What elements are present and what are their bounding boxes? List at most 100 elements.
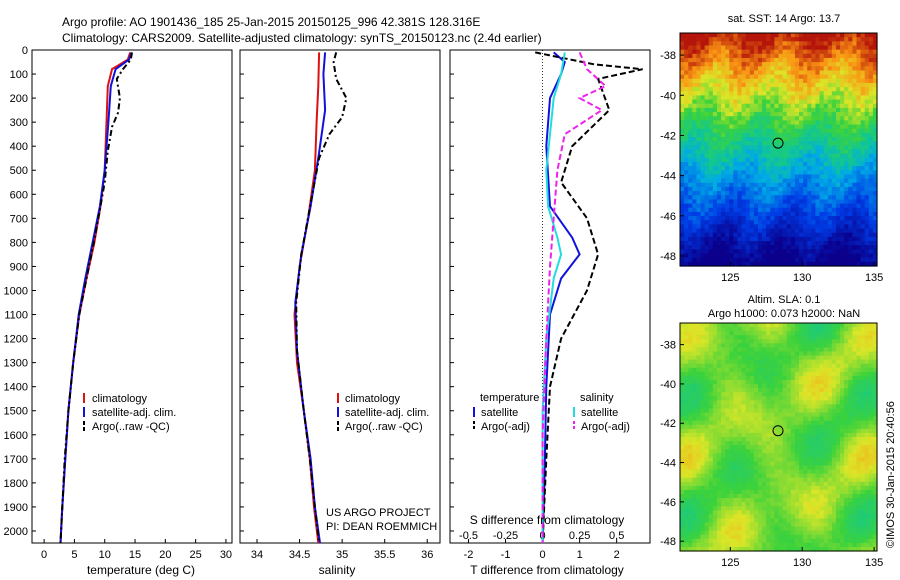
map-cell	[716, 355, 722, 361]
map-cell	[721, 103, 726, 109]
map-cell	[770, 116, 775, 121]
map-cell	[745, 178, 751, 184]
map-cell	[716, 469, 722, 475]
map-cell	[794, 116, 800, 121]
map-cell	[766, 211, 771, 217]
map-cell	[774, 137, 780, 142]
map-cell	[757, 343, 763, 349]
map-cell	[864, 228, 870, 234]
map-cell	[844, 355, 849, 361]
map-cell	[770, 57, 775, 63]
map-cell	[725, 161, 730, 167]
map-cell	[852, 392, 858, 397]
map-cell	[868, 420, 874, 426]
map-cell	[848, 335, 853, 340]
map-cell	[753, 404, 759, 410]
map-cell	[872, 207, 878, 213]
map-cell	[774, 220, 780, 225]
map-cell	[757, 66, 763, 72]
map-cell	[815, 57, 821, 63]
map-cell	[860, 392, 866, 397]
map-cell	[815, 481, 821, 487]
map-cell	[766, 428, 771, 434]
map-cell	[725, 469, 730, 475]
map-cell	[864, 137, 870, 142]
map-cell	[721, 494, 726, 499]
map-cell	[790, 396, 796, 401]
map-cell	[708, 420, 714, 426]
map-cell	[844, 220, 849, 225]
map-cell	[774, 249, 780, 255]
map-cell	[762, 494, 767, 499]
map-cell	[766, 437, 771, 442]
map-cell	[749, 203, 755, 209]
map-cell	[807, 428, 812, 434]
map-cell	[872, 494, 878, 499]
map-cell	[770, 245, 775, 250]
map-cell	[803, 216, 808, 221]
map-cell	[852, 388, 858, 393]
map-cell	[700, 191, 706, 196]
map-cell	[852, 335, 858, 340]
map-cell	[757, 174, 763, 180]
map-cell	[852, 120, 858, 126]
map-cell	[831, 485, 837, 491]
map-cell	[725, 249, 730, 255]
map-cell	[692, 236, 698, 242]
map-cell	[774, 49, 780, 55]
map-cell	[856, 174, 862, 180]
map-cell	[790, 355, 796, 361]
map-cell	[782, 249, 788, 255]
map-cell	[794, 132, 800, 138]
map-cell	[778, 367, 784, 373]
map-cell	[729, 153, 734, 159]
map-cell	[700, 441, 706, 446]
map-cell	[737, 343, 743, 349]
map-cell	[778, 445, 784, 450]
map-cell	[749, 211, 755, 217]
x-tick-label: 34.5	[289, 549, 310, 561]
map-cell	[766, 78, 771, 84]
map-cell	[774, 343, 780, 349]
map-cell	[840, 170, 845, 176]
map-cell	[819, 241, 825, 246]
map-cell	[737, 33, 743, 38]
map-cell	[749, 485, 755, 491]
map-cell	[856, 216, 862, 221]
map-cell	[753, 412, 759, 418]
map-cell	[766, 323, 771, 328]
map-cell	[770, 449, 775, 454]
map-cell	[803, 203, 808, 209]
map-cell	[721, 367, 726, 373]
map-cell	[803, 445, 808, 450]
map-cell	[860, 199, 866, 205]
map-cell	[799, 161, 804, 167]
map-cell	[737, 323, 743, 328]
map-cell	[688, 245, 693, 250]
map-cell	[704, 62, 710, 67]
map-cell	[823, 327, 829, 332]
map-cell	[803, 245, 808, 250]
map-cell	[737, 363, 743, 369]
map-cell	[856, 428, 862, 434]
map-cell	[803, 166, 808, 171]
map-cell	[864, 199, 870, 205]
series-line-1-0	[293, 52, 321, 544]
map-cell	[848, 408, 853, 414]
map-cell	[733, 224, 739, 230]
map-cell	[733, 469, 739, 475]
map-cell	[844, 116, 849, 121]
map-cell	[721, 57, 726, 63]
map-cell	[819, 494, 825, 499]
map-cell	[868, 87, 874, 92]
map-cell	[700, 57, 706, 63]
map-cell	[856, 137, 862, 142]
map-cell	[790, 384, 796, 389]
map-cell	[684, 128, 689, 134]
map-cell	[852, 473, 858, 479]
map-cell	[749, 145, 755, 151]
map-cell	[831, 257, 837, 263]
map-cell	[844, 74, 849, 80]
map-cell	[848, 99, 853, 105]
map-cell	[684, 157, 689, 163]
